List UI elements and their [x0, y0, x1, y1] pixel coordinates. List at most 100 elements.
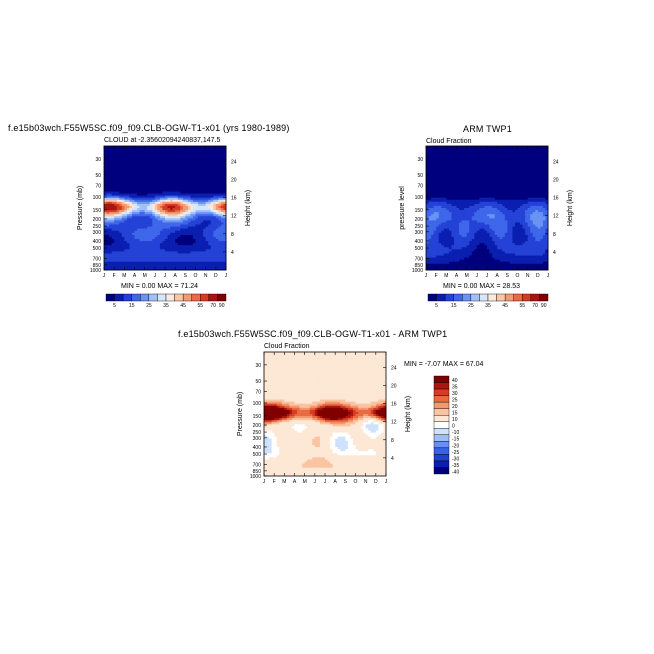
heatmap-cell [116, 191, 120, 194]
heatmap-cell [170, 261, 174, 265]
heatmap-cell [527, 148, 531, 151]
heatmap-cell [182, 179, 186, 182]
heatmap-cell [220, 195, 224, 199]
heatmap-cell [203, 210, 207, 213]
heatmap-cell [190, 185, 194, 188]
heatmap-cell [157, 251, 161, 254]
heatmap-cell [114, 201, 118, 205]
heatmap-cell [198, 158, 201, 161]
heatmap-cell [109, 263, 113, 267]
heatmap-cell [106, 156, 110, 159]
heatmap-cell [198, 249, 201, 252]
heatmap-cell [220, 166, 224, 170]
heatmap-cell [137, 146, 140, 149]
heatmap-cell [200, 222, 204, 225]
heatmap-cell [106, 150, 110, 153]
heatmap-cell [192, 193, 196, 196]
heatmap-cell [142, 247, 146, 250]
heatmap-cell [203, 249, 207, 252]
heatmap-cell [137, 199, 140, 203]
heatmap-cell [213, 259, 217, 263]
heatmap-cell [154, 267, 158, 271]
y-tick-label: 850 [93, 263, 102, 269]
heatmap-cell [210, 249, 214, 252]
heatmap-cell [451, 172, 455, 176]
heatmap-cell [180, 239, 184, 242]
heatmap-cell [469, 164, 473, 168]
heatmap-cell [111, 247, 115, 250]
heatmap-cell [474, 148, 478, 151]
heatmap-cell [220, 234, 224, 238]
heatmap-cell [147, 197, 151, 201]
heatmap-cell [129, 220, 133, 223]
heatmap-cell [182, 156, 186, 159]
heatmap-cell [147, 247, 151, 250]
heatmap-cell [126, 193, 130, 196]
heatmap-cell [494, 148, 498, 151]
heatmap-cell [198, 201, 201, 205]
heatmap-cell [459, 148, 462, 151]
heatmap-cell [165, 179, 168, 182]
heatmap-cell [200, 187, 204, 190]
heatmap-cell [190, 183, 194, 186]
heatmap-cell [514, 156, 518, 159]
heatmap-cell [167, 183, 171, 186]
heatmap-cell [182, 222, 186, 225]
heatmap-cell [446, 166, 450, 170]
heatmap-cell [441, 154, 445, 157]
heatmap-cell [200, 166, 204, 170]
heatmap-cell [119, 187, 123, 190]
heatmap-cell [172, 212, 176, 215]
x-tick-label: D [214, 273, 218, 279]
heatmap-cell [469, 158, 473, 161]
heatmap-cell [446, 162, 450, 165]
heatmap-cell [187, 267, 191, 271]
heatmap-cell [198, 183, 201, 186]
y-tick-label: 100 [93, 195, 102, 201]
heatmap-cell [159, 197, 163, 201]
heatmap-cell [208, 193, 212, 196]
heatmap-cell [540, 174, 544, 178]
heatmap-cell [535, 170, 539, 174]
heatmap-cell [436, 150, 440, 153]
heatmap-cell [104, 241, 107, 244]
heatmap-cell [200, 174, 204, 178]
heatmap-cell [147, 179, 151, 182]
heatmap-cell [487, 146, 490, 149]
heatmap-cell [537, 150, 541, 153]
heatmap-cell [494, 156, 498, 159]
heatmap-cell [111, 154, 115, 157]
heatmap-cell [441, 168, 445, 172]
heatmap-cell [492, 158, 496, 161]
heatmap-cell [180, 154, 184, 157]
panel2-heatmap [426, 146, 549, 271]
panel3-title: f.e15b03wch.F55W5SC.f09_f09.CLB-OGW-T1-x… [178, 329, 448, 339]
heatmap-cell [137, 241, 140, 244]
heatmap-cell [154, 232, 158, 236]
heatmap-cell [459, 160, 462, 163]
heatmap-cell [177, 181, 181, 184]
heatmap-cell [208, 199, 212, 203]
heatmap-cell [200, 214, 204, 217]
heatmap-cell [121, 236, 125, 240]
heatmap-cell [167, 208, 171, 211]
heatmap-cell [170, 241, 174, 244]
heatmap-cell [159, 172, 163, 176]
heatmap-cell [172, 193, 176, 196]
heatmap-cell [456, 170, 460, 174]
heatmap-cell [492, 160, 496, 163]
heatmap-cell [152, 218, 156, 221]
heatmap-cell [426, 164, 429, 168]
heatmap-cell [527, 146, 531, 149]
heatmap-cell [451, 154, 455, 157]
heatmap-cell [162, 210, 166, 213]
heatmap-cell [446, 154, 450, 157]
heatmap-cell [157, 218, 161, 221]
heatmap-cell [180, 232, 184, 236]
heatmap-cell [535, 152, 539, 155]
heatmap-cell [109, 174, 113, 178]
heatmap-cell [220, 259, 224, 263]
heatmap-cell [182, 249, 186, 252]
heatmap-cell [195, 189, 199, 192]
heatmap-cell [200, 152, 204, 155]
